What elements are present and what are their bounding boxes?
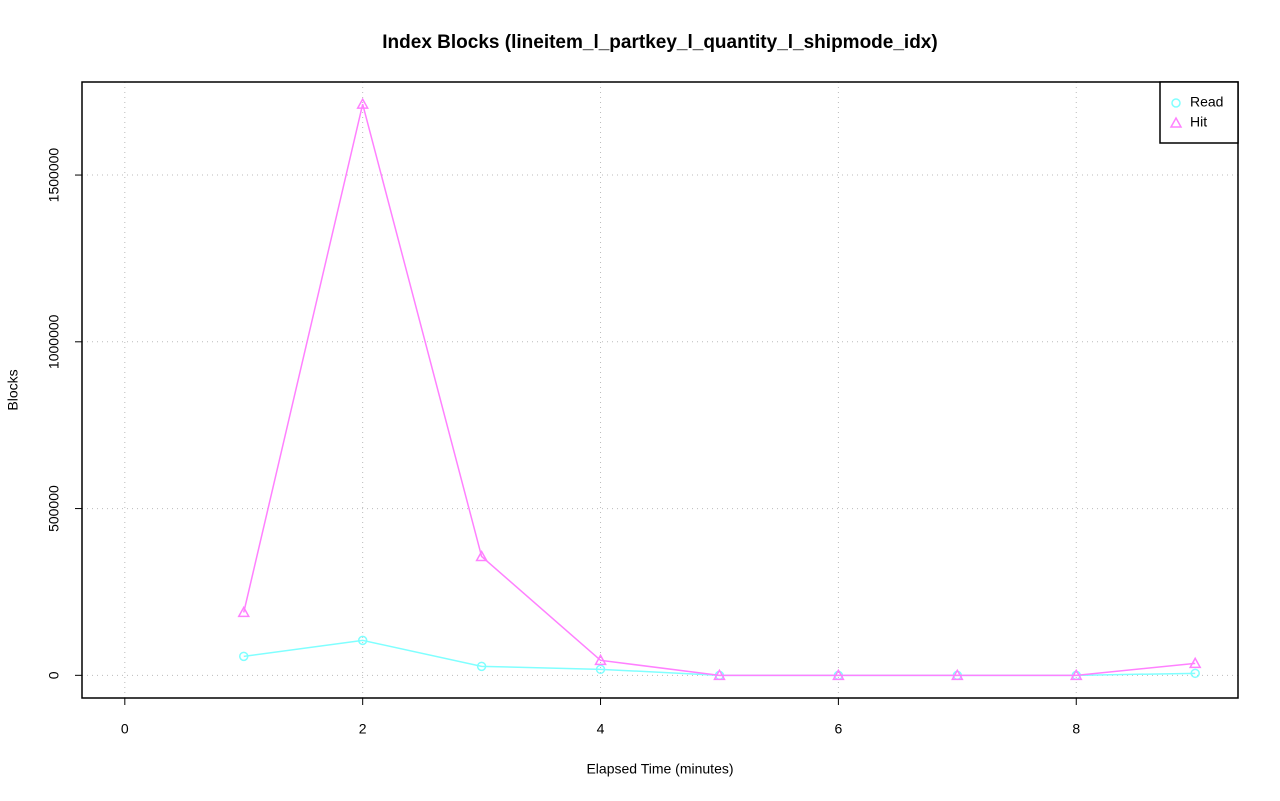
legend-label: Read [1190, 94, 1223, 110]
legend-box [1159, 81, 1239, 144]
x-tick-label: 0 [121, 721, 129, 737]
x-tick-label: 8 [1072, 721, 1080, 737]
x-axis-label: Elapsed Time (minutes) [586, 761, 733, 777]
marker [951, 668, 964, 681]
marker [594, 653, 607, 666]
plot-frame [81, 81, 1239, 699]
marker [1188, 656, 1202, 669]
marker [595, 664, 606, 675]
series-line [243, 103, 1196, 677]
marker [357, 635, 368, 646]
chart-title: Index Blocks (lineitem_l_partkey_l_quant… [382, 32, 937, 53]
marker [238, 651, 249, 662]
x-tick-label: 4 [597, 721, 605, 737]
marker [1190, 668, 1200, 679]
marker [475, 549, 488, 562]
y-tick-label: 500000 [46, 485, 62, 532]
marker [476, 661, 487, 672]
marker [356, 97, 369, 109]
legend-label: Hit [1190, 114, 1207, 130]
y-tick-label: 1500000 [46, 148, 62, 203]
marker [713, 668, 726, 681]
y-axis-label: Blocks [5, 369, 21, 410]
marker [1069, 668, 1083, 681]
legend-marker [1169, 116, 1183, 128]
x-tick-label: 2 [359, 721, 367, 737]
x-tick-label: 6 [834, 721, 842, 737]
marker [237, 605, 251, 618]
y-tick-label: 1000000 [46, 314, 62, 369]
y-tick-label: 0 [46, 671, 62, 679]
marker [832, 668, 845, 681]
legend-marker [1171, 98, 1181, 108]
